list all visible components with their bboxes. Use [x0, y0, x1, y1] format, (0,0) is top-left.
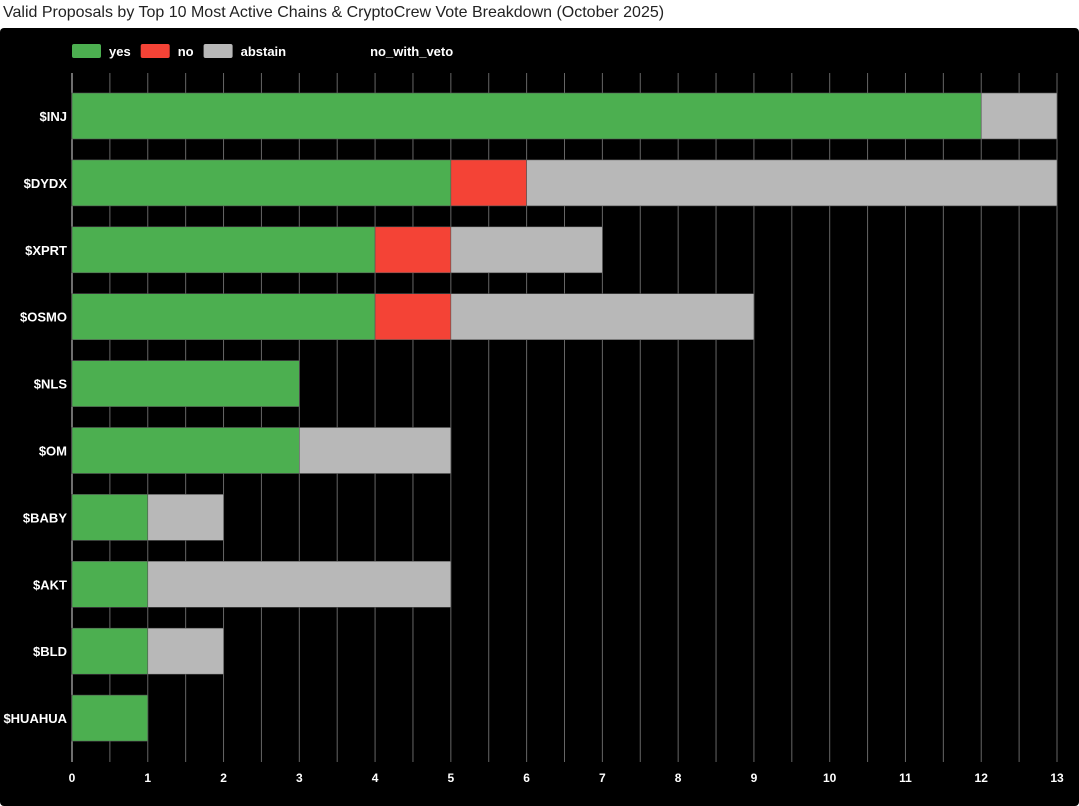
legend-label-abstain: abstain — [241, 44, 287, 59]
bar-segment-yes — [71, 226, 376, 274]
bar-segment-abstain — [147, 494, 224, 541]
legend-swatch-yes — [72, 44, 101, 58]
bar-segment-abstain — [526, 159, 1058, 207]
x-tick-label: 12 — [975, 771, 989, 785]
y-category-label: $XPRT — [25, 243, 67, 258]
chart-panel — [0, 28, 1079, 806]
y-category-label: $BLD — [33, 644, 67, 659]
y-category-label: $DYDX — [24, 176, 68, 191]
y-category-label: $NLS — [34, 377, 68, 392]
legend-swatch-abstain — [203, 44, 233, 58]
bar-segment-yes — [71, 427, 300, 474]
x-tick-label: 2 — [220, 771, 227, 785]
x-tick-label: 6 — [523, 771, 530, 785]
x-tick-label: 9 — [751, 771, 758, 785]
bar-segment-abstain — [450, 293, 755, 341]
legend-swatch-no — [140, 44, 170, 58]
x-tick-label: 8 — [675, 771, 682, 785]
bar-segment-yes — [71, 694, 149, 742]
x-tick-label: 11 — [899, 771, 912, 785]
x-tick-label: 4 — [372, 771, 379, 785]
bar-segment-abstain — [299, 427, 452, 474]
x-tick-label: 3 — [296, 771, 303, 785]
bar-segment-abstain — [450, 226, 603, 274]
y-category-label: $INJ — [40, 109, 67, 124]
legend-label-yes: yes — [109, 44, 131, 59]
y-category-label: $BABY — [23, 510, 67, 525]
bar-segment-no — [374, 226, 452, 274]
x-tick-label: 1 — [144, 771, 151, 785]
bar-segment-no — [374, 293, 452, 341]
x-tick-label: 7 — [599, 771, 606, 785]
bar-segment-abstain — [147, 560, 452, 608]
bar-segment-yes — [71, 92, 982, 140]
y-category-label: $AKT — [33, 577, 67, 592]
bar-segment-yes — [71, 627, 149, 675]
legend-label-no_with_veto: no_with_veto — [370, 44, 453, 59]
x-tick-label: 10 — [823, 771, 837, 785]
y-category-label: $OSMO — [20, 310, 67, 325]
bar-segment-yes — [71, 159, 452, 207]
bar-segment-yes — [71, 560, 149, 608]
bar-segment-no — [450, 159, 527, 207]
bar-segment-yes — [71, 360, 300, 407]
x-tick-label: 0 — [69, 771, 76, 785]
y-category-label: $HUAHUA — [3, 711, 67, 726]
bar-segment-yes — [71, 293, 376, 341]
bar-segment-yes — [71, 494, 149, 541]
chart-title: Valid Proposals by Top 10 Most Active Ch… — [3, 4, 665, 21]
legend-label-no: no — [178, 44, 194, 59]
x-tick-label: 13 — [1050, 771, 1064, 785]
bar-segment-abstain — [980, 92, 1058, 140]
y-category-label: $OM — [39, 444, 67, 459]
x-tick-label: 5 — [448, 771, 455, 785]
bar-segment-abstain — [147, 627, 224, 675]
